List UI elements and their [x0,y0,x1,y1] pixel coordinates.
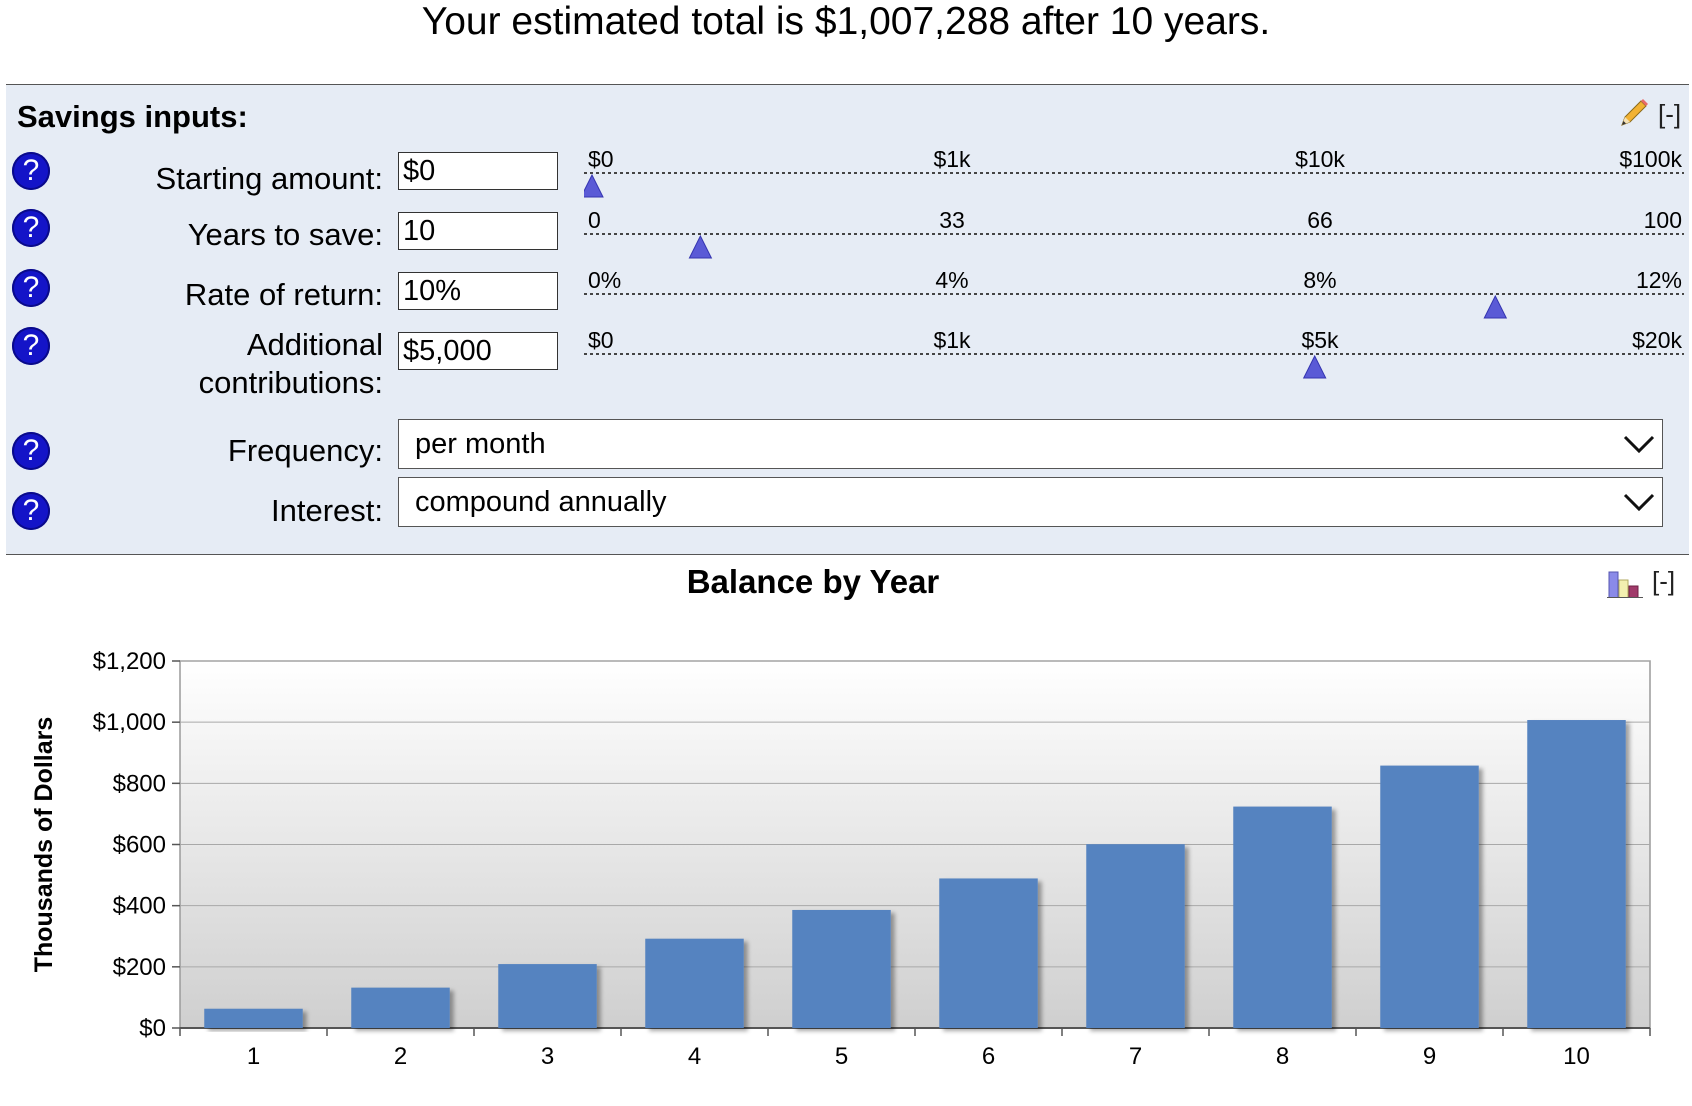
savings-inputs-panel: Savings inputs: [-] ? Starting amount: $… [6,84,1689,555]
balance-chart: $0 $200 $400 $600 $800 $1,000 $1,200 1 2 3 4 5 6 7 8 9 1… [30,648,1651,1070]
estimated-total-headline: Your estimated total is $1,007,288 after… [421,0,1271,43]
x-tick-label: 9 [1423,1043,1436,1070]
slider-tick-label: 0% [588,272,621,293]
slider-tick-label: $0 [588,151,614,172]
slider-thumb[interactable] [688,234,713,259]
slider-tick-label: 33 [939,212,965,233]
slider-thumb[interactable] [1302,354,1327,379]
help-icon-rate-of-return[interactable]: ? [12,269,50,307]
slider-tick-label: $10k [1295,151,1345,172]
y-tick-label: $400 [113,893,166,920]
slider-tick-label: $1k [933,332,971,353]
bar[interactable] [645,938,744,1028]
additional-contributions-label-line1: Additional [246,327,383,362]
years-to-save-input[interactable] [398,212,558,250]
panel-title: Savings inputs: [17,99,248,134]
slider-tick-label: $5k [1301,332,1339,353]
frequency-selected-value: per month [415,428,546,460]
bar[interactable] [1233,806,1332,1028]
help-icon-frequency[interactable]: ? [12,432,50,470]
y-tick-label: $600 [113,832,166,859]
help-icon-additional-contributions[interactable]: ? [12,327,50,365]
slider-tick-label: 0 [588,212,601,233]
x-tick-label: 1 [247,1043,260,1070]
years-to-save-slider[interactable]: 0 33 66 100 [584,212,1684,262]
chart-collapse-button[interactable]: [-] [1652,566,1676,596]
x-tick-label: 2 [394,1043,407,1070]
slider-tick-label: $1k [933,151,971,172]
frequency-label: Frequency: [227,433,383,468]
chevron-down-icon [1623,493,1655,512]
x-tick-label: 4 [688,1043,701,1070]
chevron-down-icon [1623,435,1655,454]
x-tick-label: 10 [1563,1043,1590,1070]
x-tick-label: 7 [1129,1043,1142,1070]
y-tick-label: $1,000 [93,709,166,736]
slider-tick-label: $0 [588,332,614,353]
additional-contributions-input[interactable] [398,332,558,370]
bar[interactable] [204,1008,303,1028]
rate-of-return-label: Rate of return: [184,277,383,312]
pencil-icon[interactable] [1616,97,1650,131]
bar[interactable] [1380,765,1479,1028]
help-icon-interest[interactable]: ? [12,492,50,530]
bar[interactable] [498,964,597,1028]
panel-collapse-button[interactable]: [-] [1658,99,1682,129]
years-to-save-label: Years to save: [187,217,383,252]
bar[interactable] [351,987,450,1028]
additional-contributions-label-line2: contributions: [198,365,383,400]
slider-tick-label: 8% [1303,272,1336,293]
chart-title: Balance by Year [686,563,940,600]
y-axis-label: Thousands of Dollars [30,717,58,973]
rate-of-return-slider[interactable]: 0% 4% 8% 12% [584,272,1684,322]
rate-of-return-input[interactable] [398,272,558,310]
interest-label: Interest: [271,493,383,528]
bar[interactable] [1086,844,1185,1028]
slider-thumb[interactable] [584,173,604,198]
starting-amount-label: Starting amount: [155,161,383,196]
y-tick-label: $800 [113,770,166,797]
y-tick-label: $0 [139,1015,166,1042]
slider-tick-label: $20k [1632,332,1682,353]
help-icon-years-to-save[interactable]: ? [12,209,50,247]
x-tick-label: 6 [982,1043,995,1070]
y-tick-label: $200 [113,954,166,981]
interest-select[interactable]: compound annually [398,477,1663,527]
slider-tick-label: 66 [1307,212,1333,233]
bar-chart-icon[interactable] [1607,570,1647,598]
bar[interactable] [792,909,891,1028]
starting-amount-slider[interactable]: $0 $1k $10k $100k [584,151,1684,201]
slider-thumb[interactable] [1483,294,1508,319]
frequency-select[interactable]: per month [398,419,1663,469]
slider-tick-label: 100 [1644,212,1682,233]
additional-contributions-slider[interactable]: $0 $1k $5k $20k [584,332,1684,382]
x-tick-label: 3 [541,1043,554,1070]
x-tick-label: 8 [1276,1043,1289,1070]
slider-tick-label: 12% [1636,272,1682,293]
starting-amount-input[interactable] [398,152,558,190]
help-icon-starting-amount[interactable]: ? [12,152,50,190]
slider-tick-label: 4% [935,272,968,293]
bar[interactable] [1527,720,1626,1028]
y-tick-label: $1,200 [93,648,166,675]
bar[interactable] [939,878,1038,1028]
x-tick-label: 5 [835,1043,848,1070]
interest-selected-value: compound annually [415,486,667,518]
slider-tick-label: $100k [1619,151,1682,172]
